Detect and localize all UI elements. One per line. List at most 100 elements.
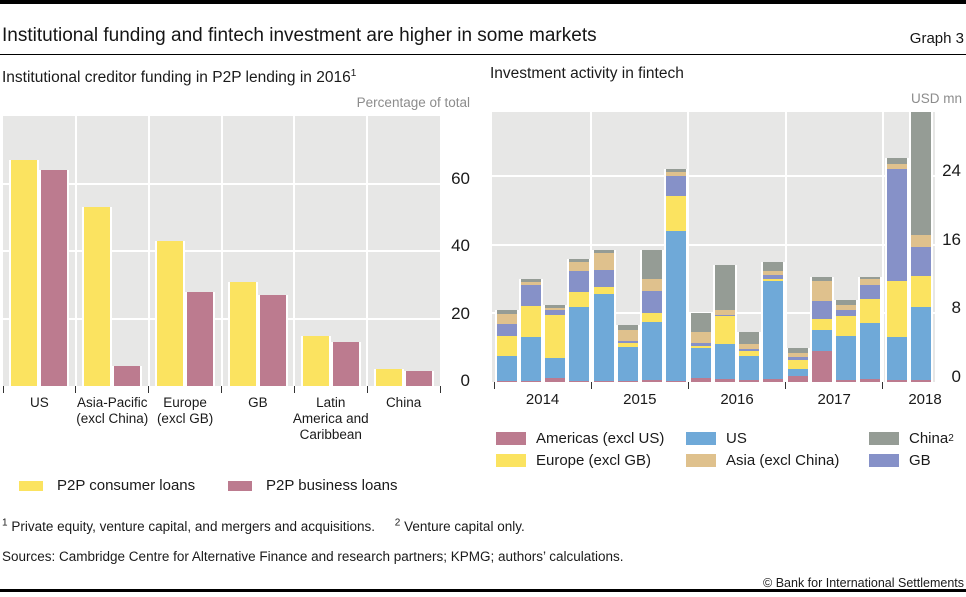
bar-segment [715,310,735,316]
axis-tick [493,382,495,389]
gridline [492,243,935,246]
bar-segment [544,304,565,309]
axis-tick [687,382,689,389]
bar-segment [691,342,711,346]
bar-segment [812,277,833,281]
y-axis-label: 16 [942,229,961,249]
footnote-2: 2 Venture capital only. [394,517,525,534]
category-label-line: China [385,395,422,411]
y-axis-label: 8 [951,298,961,318]
europe-swatch [496,454,526,467]
bar-segment [886,380,907,382]
chart-panels: Institutional creditor funding in P2P le… [0,55,966,508]
bar-segment [568,258,589,262]
y-axis-label: 60 [451,168,470,188]
bar-segment [617,343,638,347]
axis-tick [75,386,77,394]
p2p-consumer-swatch [19,480,43,491]
bar-segment [715,316,735,345]
category-separator [147,116,150,387]
gb-swatch [869,454,899,467]
bar-segment [568,270,589,292]
bar-segment [715,379,735,382]
gb-label: GB [909,452,931,469]
category-separator [220,116,223,387]
bar-segment [860,276,881,280]
bar-segment [593,252,614,270]
graph-number: Graph 3 [909,30,964,47]
bar-segment [836,380,857,382]
footnote-1: 1 Private equity, venture capital, and m… [2,517,376,534]
year-label: 2015 [623,391,657,408]
right-panel: Investment activity in fintech USD mn Am… [483,55,966,508]
year-separator [881,112,884,382]
bar-china-consumer [375,369,402,387]
bar-segment [496,310,517,315]
category-label-line: GB [248,395,268,411]
bottom-rule [0,589,966,592]
bar-segment [520,279,541,282]
bar-segment [860,322,881,380]
category-label: China [359,395,449,411]
bar-segment [886,169,907,281]
bar-segment [739,380,759,382]
p2p-business-swatch [228,480,252,491]
bar-segment [520,305,541,337]
bar-segment [763,379,783,382]
category-label: US [0,395,84,411]
y-axis-label: 20 [451,303,470,323]
category-label-line: America and [292,411,369,427]
category-separator [74,116,77,387]
bar-gb-business [259,295,286,387]
us-label: US [726,430,747,447]
left-chart: P2P consumer loans P2P business loans 0 2… [0,116,483,508]
graph-title: Institutional funding and fintech invest… [2,25,597,46]
right-chart: Americas (excl US) US China 2 Europe (exc… [483,112,966,504]
bar-segment [641,313,662,322]
bar-segment [617,329,638,341]
bar-segment [568,381,589,382]
year-label: 2014 [525,391,560,408]
left-plot-area [3,116,440,387]
bar-segment [593,286,614,294]
axis-tick [148,386,150,394]
bar-segment [593,293,614,382]
category-label-line: (excl GB) [156,411,214,427]
left-axis-unit-label: Percentage of total [356,95,470,111]
bar-segment [715,315,735,316]
axis-tick [221,386,222,394]
bar-segment [520,281,541,286]
bar-segment [665,168,686,172]
footnote-2-marker: 2 [394,517,401,529]
bar-segment [788,369,809,376]
bar-segment [715,265,735,310]
bar-us-business [41,170,68,387]
bar-segment [860,285,881,299]
bar-segment [812,280,833,302]
bar-segment [641,322,662,381]
bar-segment [496,356,517,382]
legend-item-asia: Asia (excl China) [686,452,839,469]
legend-item-china: China 2 [869,430,954,447]
bar-segment [593,381,614,382]
bar-segment [665,176,686,196]
bar-us-consumer [11,160,38,387]
bar-segment [544,315,565,358]
left-panel-title-text: Institutional creditor funding in P2P le… [2,69,351,87]
category-label-line: US [30,395,49,411]
gridline [492,175,935,178]
footnote-1-text: Private equity, venture capital, and mer… [11,518,376,534]
axis-tick [439,386,441,394]
axis-tick [785,382,787,389]
footnotes: 1 Private equity, venture capital, and m… [0,514,966,536]
china-footnote-marker: 2 [948,433,954,444]
bar-segment [641,380,662,382]
bar-segment [739,351,759,357]
right-plot-area [492,112,935,382]
bar-segment [886,158,907,165]
bar-asia-pacific-excl-china--business [114,365,141,387]
bar-segment [641,291,662,314]
axis-tick [293,386,295,394]
bar-segment [763,262,783,271]
asia-label: Asia (excl China) [726,452,840,469]
